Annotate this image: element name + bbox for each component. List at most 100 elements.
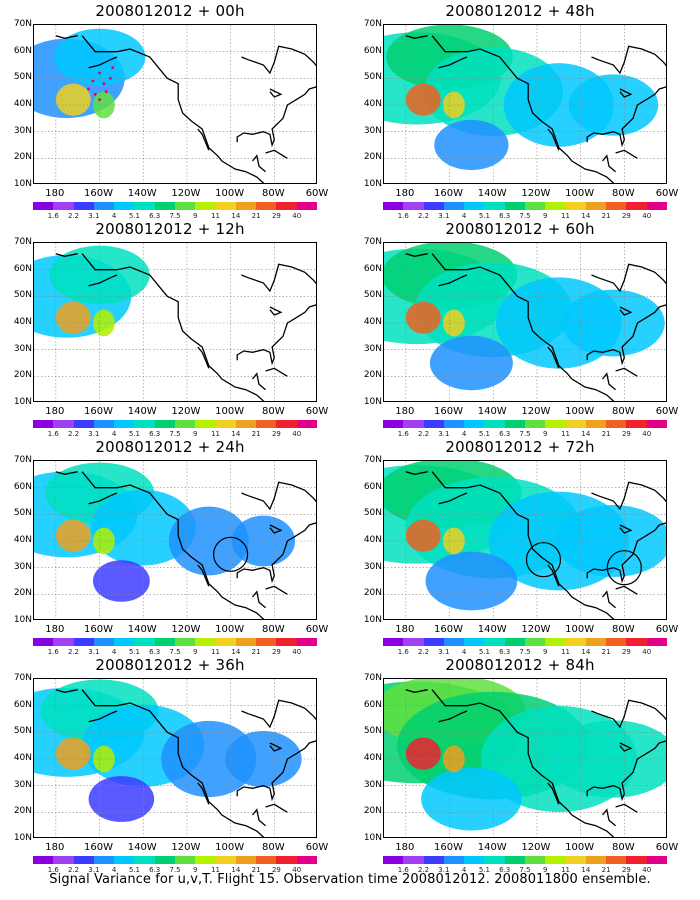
longitude-label: 80W: [261, 624, 285, 635]
coastline: [55, 35, 78, 39]
observation-dot: [91, 79, 95, 83]
colorbar-swatch: [134, 420, 155, 428]
coastline: [265, 149, 288, 159]
longitude-label: 60W: [655, 624, 679, 635]
coastline: [197, 564, 210, 587]
longitude-label: 100W: [565, 842, 595, 853]
coastline: [81, 253, 265, 401]
colorbar-label: 7.5: [169, 866, 181, 874]
colorbar-swatch: [606, 202, 627, 210]
colorbar-swatch: [296, 856, 317, 864]
colorbar-swatch: [646, 420, 667, 428]
colorbar-label: 29: [621, 212, 631, 220]
variance-blob: [425, 551, 518, 611]
colorbar-swatch: [585, 202, 607, 210]
longitude-label: 140W: [127, 406, 157, 417]
variance-blob: [429, 335, 513, 391]
colorbar-swatch: [174, 638, 196, 646]
observation-dot: [93, 92, 97, 96]
coastline: [81, 689, 265, 837]
colorbar-label: 29: [271, 212, 281, 220]
latitude-label: 20N: [13, 152, 32, 163]
forecast-panel: 2008012012 + 48h 70N 60N 50N 40N 30N 20N 10N 180…: [350, 0, 690, 220]
colorbar-swatch: [383, 202, 404, 210]
variance-blob: [92, 745, 115, 773]
latitude-label: 30N: [363, 125, 382, 136]
variance-blob: [161, 720, 257, 798]
colorbar-label: 5.1: [478, 648, 490, 656]
colorbar-swatch: [256, 202, 277, 210]
colorbar-swatch: [215, 638, 236, 646]
colorbar: [383, 638, 667, 646]
latitude-label: 70N: [363, 237, 382, 247]
colorbar-swatch: [276, 856, 297, 864]
longitude-label: 140W: [127, 624, 157, 635]
latitude-label: 10N: [363, 179, 382, 189]
forecast-panel: 2008012012 + 00h 70N 60N 50N 40N 30N 20N 10N 180…: [0, 0, 340, 220]
latitude-label: 50N: [363, 726, 382, 737]
colorbar-swatch: [545, 420, 566, 428]
panel-title: 2008012012 + 72h: [445, 438, 595, 456]
colorbar-label: 6.3: [149, 866, 161, 874]
colorbar-label: 6.3: [499, 212, 511, 220]
longitude-label: 120W: [171, 406, 201, 417]
observation-dot: [102, 82, 106, 86]
colorbar-swatch: [235, 420, 257, 428]
coastline: [438, 492, 468, 505]
colorbar-label: 6.3: [499, 430, 511, 438]
colorbar-swatch: [626, 202, 647, 210]
colorbar-swatch: [484, 202, 505, 210]
latitude-label: 70N: [363, 455, 382, 465]
coastline: [88, 710, 118, 723]
latitude-label: 40N: [363, 535, 382, 545]
colorbar-swatch: [93, 202, 115, 210]
colorbar-label: 11: [211, 648, 221, 656]
variance-map: [33, 460, 317, 620]
longitude-label: 100W: [215, 188, 245, 199]
colorbar-label: 14: [231, 430, 241, 438]
colorbar-swatch: [53, 638, 74, 646]
colorbar-swatch: [423, 202, 444, 210]
colorbar-swatch: [504, 420, 525, 428]
variance-map: [383, 242, 667, 402]
colorbar-swatch: [383, 638, 404, 646]
coastline: [405, 689, 428, 693]
colorbar-swatch: [524, 420, 546, 428]
colorbar-swatch: [73, 638, 94, 646]
colorbar: [383, 202, 667, 210]
longitude-label: 140W: [477, 188, 507, 199]
colorbar-swatch: [114, 856, 135, 864]
colorbar-label: 2.2: [67, 866, 80, 874]
colorbar-swatch: [585, 420, 607, 428]
latitude-label: 30N: [13, 343, 32, 354]
latitude-label: 40N: [13, 317, 32, 327]
colorbar-label: 2.2: [67, 648, 80, 656]
latitude-label: 10N: [363, 397, 382, 407]
variance-blob: [562, 289, 665, 357]
variance-blob: [55, 519, 91, 552]
variance-map: [33, 242, 317, 402]
colorbar-label: 9: [193, 648, 198, 656]
longitude-label: 180: [395, 406, 415, 417]
colorbar-label: 40: [292, 212, 302, 220]
colorbar-swatch: [464, 202, 485, 210]
colorbar-label: 1.6: [397, 430, 409, 438]
coastline: [438, 710, 468, 723]
coastline: [547, 782, 560, 805]
longitude-label: 80W: [261, 406, 285, 417]
latitude-label: 70N: [13, 673, 32, 683]
variance-blob: [405, 301, 441, 334]
variance-blob: [405, 519, 441, 552]
coastline: [586, 522, 666, 584]
coastline: [269, 88, 283, 98]
colorbar-swatch: [626, 856, 647, 864]
panel-title: 2008012012 + 60h: [445, 220, 595, 238]
colorbar-label: 4: [461, 430, 467, 438]
latitude-label: 40N: [13, 753, 32, 763]
colorbar-swatch: [33, 420, 54, 428]
variance-blob: [405, 83, 441, 116]
panel-title: 2008012012 + 12h: [95, 220, 245, 238]
colorbar-swatch: [114, 638, 135, 646]
colorbar-swatch: [585, 638, 607, 646]
coastline: [431, 689, 615, 837]
